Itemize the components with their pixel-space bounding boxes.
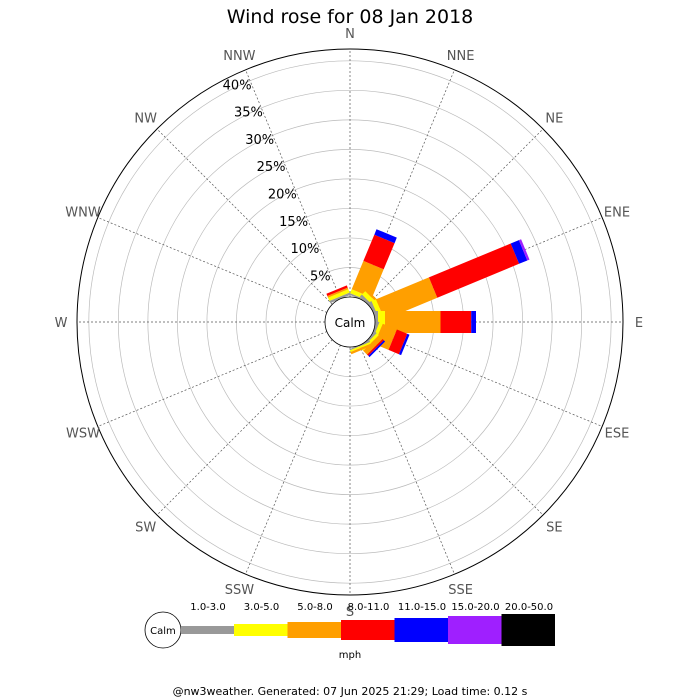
ring-25 [177,149,523,495]
bar-E-8.0-11.0 [440,311,472,333]
spoke-SSW [245,344,341,575]
bar-NNW-1.0-3.0 [329,292,351,304]
bar-E-11.0-15.0 [471,311,476,333]
ring-label-35: 35% [234,106,263,121]
direction-label-WSW: WSW [66,427,100,442]
legend-swatch-11.0-15.0 [394,618,448,642]
bar-ENE-11.0-15.0 [510,240,528,264]
spoke-NW [156,128,333,305]
ring-label-10: 10% [290,242,319,257]
legend-label-8.0-11.0: 8.0-11.0 [348,602,390,613]
direction-label-NNW: NNW [223,49,255,64]
spoke-WNW [97,217,328,313]
direction-label-S: S [346,605,354,620]
legend-label-5.0-8.0: 5.0-8.0 [297,602,332,613]
direction-label-N: N [345,27,355,42]
bar-NNE-11.0-15.0 [374,229,397,244]
legend-label-15.0-20.0: 15.0-20.0 [451,602,499,613]
legend-swatch-15.0-20.0 [448,616,502,644]
legend-label-11.0-15.0: 11.0-15.0 [398,602,446,613]
chart-title: Wind rose for 08 Jan 2018 [227,6,474,28]
legend-unit: mph [339,650,361,661]
bar-ENE-15.0-20.0 [518,239,530,261]
spoke-NNW [245,69,341,300]
calm-label: Calm [335,316,366,330]
legend-swatch-5.0-8.0 [287,622,341,638]
legend-label-3.0-5.0: 3.0-5.0 [244,602,279,613]
direction-label-ESE: ESE [605,427,630,442]
direction-label-SE: SE [546,520,562,535]
footer-text: @nw3weather. Generated: 07 Jun 2025 21:2… [173,685,528,698]
bar-SSE-5.0-8.0 [350,343,372,355]
bar-NNW-3.0-5.0 [328,289,350,301]
legend-label-20.0-50.0: 20.0-50.0 [505,602,553,613]
direction-label-W: W [55,316,68,331]
bar-ESE-11.0-15.0 [398,333,410,356]
bar-NNE-5.0-8.0 [351,260,384,298]
spoke-WSW [97,331,328,427]
legend-swatch-20.0-50.0 [501,614,555,646]
spoke-NE [367,128,544,305]
direction-label-NW: NW [134,112,157,127]
ring-labels: 5% 10% 15% 20% 25% 30% 35% 40% [223,78,331,284]
direction-label-WNW: WNW [65,205,101,220]
direction-label-NNE: NNE [447,49,475,64]
wind-bars [326,229,530,358]
direction-label-SSE: SSE [448,583,473,598]
bar-NNE-8.0-11.0 [363,234,395,270]
legend-label-1.0-3.0: 1.0-3.0 [190,602,225,613]
ring-label-15: 15% [279,215,308,230]
ring-label-25: 25% [257,160,286,175]
ring-35 [117,89,583,555]
direction-label-E: E [635,316,643,331]
legend-swatch-1.0-3.0 [181,626,234,634]
ring-label-5: 5% [310,269,331,284]
direction-label-SSW: SSW [225,583,255,598]
direction-labels: N NNE NE ENE E ESE SE SSE S SSW SW WSW W WNW NW NNW [55,27,644,620]
bar-SSE-1.0-3.0 [349,340,371,351]
legend-calm-label: Calm [150,626,176,637]
speed-legend: Calm mph 1.0-3.0 3.0-5.0 5.0-8.0 8.0-11.0 11… [144,602,555,661]
ring-label-20: 20% [268,187,297,202]
bar-SE-8.0-11.0 [367,339,384,356]
spoke-SE [367,339,544,516]
direction-label-SW: SW [135,520,156,535]
bar-SE-5.0-8.0 [363,335,383,355]
spoke-ESE [372,331,603,427]
bar-E-5.0-8.0 [385,311,441,333]
bar-NNW-8.0-11.0 [326,285,348,296]
ring-label-40: 40% [223,78,252,93]
bar-SSE-3.0-5.0 [349,342,371,352]
calm-circle [324,296,376,348]
bar-SE-11.0-15.0 [368,340,386,358]
outer-ring [76,48,624,596]
legend-swatch-3.0-5.0 [234,624,288,636]
ring-label-30: 30% [245,133,274,148]
bar-ENE-5.0-8.0 [376,277,438,320]
legend-swatch-8.0-11.0 [341,620,395,640]
spoke-SW [156,339,333,516]
bar-ESE-8.0-11.0 [388,329,408,355]
bar-NNW-5.0-8.0 [327,287,349,298]
bar-ENE-8.0-11.0 [428,243,520,298]
spoke-SSE [359,344,455,575]
direction-label-NE: NE [545,112,563,127]
calm-circle-group: Calm [324,296,376,348]
direction-label-ENE: ENE [604,205,630,220]
ring-20 [206,178,494,466]
